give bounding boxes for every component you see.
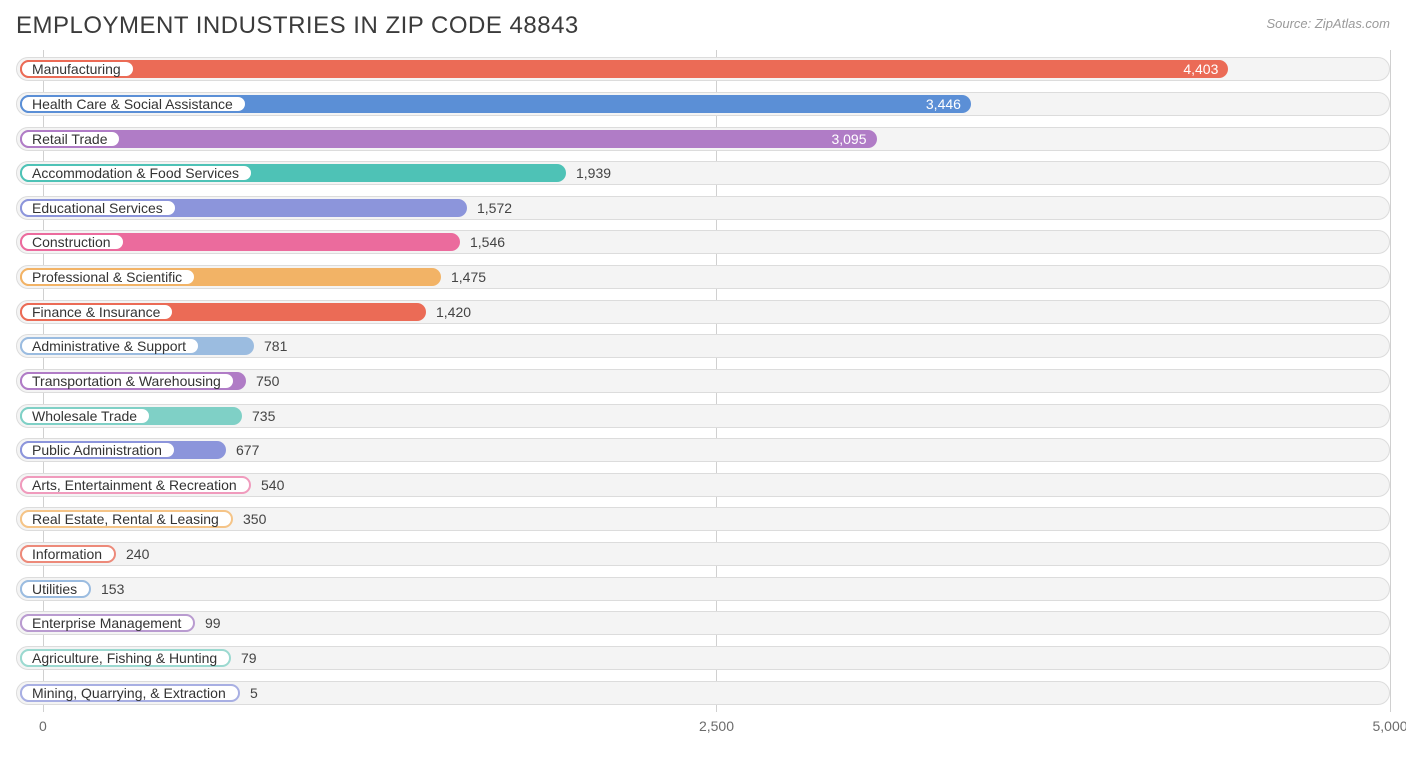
bar-track: 3,095 Retail Trade [16,127,1390,151]
bar-track: Educational Services 1,572 [16,196,1390,220]
bar-row: Wholesale Trade 735 [16,401,1390,431]
bar-value: 540 [261,477,284,493]
bar-value: 240 [126,546,149,562]
bar-track: Transportation & Warehousing 750 [16,369,1390,393]
bar-row: 3,095 Retail Trade [16,124,1390,154]
bar-row: Accommodation & Food Services 1,939 [16,158,1390,188]
bar-row: Professional & Scientific 1,475 [16,262,1390,292]
bar-row: Transportation & Warehousing 750 [16,366,1390,396]
bar-row: Arts, Entertainment & Recreation 540 [16,470,1390,500]
source-prefix: Source: [1266,16,1314,31]
bar-category-label: Finance & Insurance [20,303,174,321]
chart-container: EMPLOYMENT INDUSTRIES IN ZIP CODE 48843 … [0,0,1406,776]
bar-category-label: Administrative & Support [20,337,200,355]
bar-track: Accommodation & Food Services 1,939 [16,161,1390,185]
bar-track: Real Estate, Rental & Leasing 350 [16,507,1390,531]
bar-category-label: Retail Trade [20,130,121,148]
bar-category-label: Manufacturing [20,60,135,78]
bar-category-label: Health Care & Social Assistance [20,95,247,113]
bar-track: Agriculture, Fishing & Hunting 79 [16,646,1390,670]
bar-track: Construction 1,546 [16,230,1390,254]
bar-category-label: Wholesale Trade [20,407,151,425]
chart-title: EMPLOYMENT INDUSTRIES IN ZIP CODE 48843 [16,12,579,40]
bar-row: Public Administration 677 [16,435,1390,465]
gridline [1390,50,1391,712]
bar-category-label: Real Estate, Rental & Leasing [20,510,233,528]
bar-row: 3,446 Health Care & Social Assistance [16,89,1390,119]
bar-track: Utilities 153 [16,577,1390,601]
bar-fill: 3,095 [20,130,877,148]
bar-value: 5 [250,685,258,701]
bar-row: Utilities 153 [16,574,1390,604]
bar-row: Enterprise Management 99 [16,608,1390,638]
bar-row: Real Estate, Rental & Leasing 350 [16,504,1390,534]
bar-value: 153 [101,581,124,597]
bar-value: 750 [256,373,279,389]
bar-category-label: Public Administration [20,441,176,459]
bar-track: 4,403 Manufacturing [16,57,1390,81]
bar-track: Enterprise Management 99 [16,611,1390,635]
bar-track: Finance & Insurance 1,420 [16,300,1390,324]
bar-category-label: Educational Services [20,199,177,217]
bar-value: 1,546 [470,234,505,250]
bar-category-label: Professional & Scientific [20,268,196,286]
source-name: ZipAtlas.com [1315,16,1390,31]
bar-category-label: Information [20,545,116,563]
bar-row: Mining, Quarrying, & Extraction 5 [16,678,1390,708]
bar-row: Finance & Insurance 1,420 [16,297,1390,327]
bar-row: Construction 1,546 [16,227,1390,257]
bar-value: 677 [236,442,259,458]
chart-area: 4,403 Manufacturing 3,446 Health Care & Soc… [16,50,1390,740]
bar-track: Wholesale Trade 735 [16,404,1390,428]
bar-value: 1,572 [477,200,512,216]
x-axis: 02,5005,000 [16,712,1390,740]
x-tick-label: 2,500 [699,718,734,734]
bar-value: 1,420 [436,304,471,320]
bar-value: 350 [243,511,266,527]
bar-track: Information 240 [16,542,1390,566]
bar-value: 3,446 [926,96,961,112]
source-attribution: Source: ZipAtlas.com [1266,16,1390,31]
bar-value: 781 [264,338,287,354]
bar-row: Agriculture, Fishing & Hunting 79 [16,643,1390,673]
bar-row: 4,403 Manufacturing [16,54,1390,84]
x-tick-label: 5,000 [1372,718,1406,734]
bars-region: 4,403 Manufacturing 3,446 Health Care & Soc… [16,50,1390,712]
bar-value: 1,475 [451,269,486,285]
bar-row: Educational Services 1,572 [16,193,1390,223]
bar-value: 1,939 [576,165,611,181]
bar-track: Public Administration 677 [16,438,1390,462]
bar-value: 3,095 [831,131,866,147]
bar-category-label: Agriculture, Fishing & Hunting [20,649,231,667]
x-tick-label: 0 [39,718,47,734]
bar-value: 99 [205,615,221,631]
chart-header: EMPLOYMENT INDUSTRIES IN ZIP CODE 48843 … [16,12,1390,40]
bar-value: 735 [252,408,275,424]
bar-track: Administrative & Support 781 [16,334,1390,358]
bar-track: Mining, Quarrying, & Extraction 5 [16,681,1390,705]
bar-track: 3,446 Health Care & Social Assistance [16,92,1390,116]
bar-category-label: Accommodation & Food Services [20,164,253,182]
bar-category-label: Utilities [20,580,91,598]
bar-value: 4,403 [1183,61,1218,77]
bar-category-label: Arts, Entertainment & Recreation [20,476,251,494]
bar-category-label: Transportation & Warehousing [20,372,235,390]
bar-track: Arts, Entertainment & Recreation 540 [16,473,1390,497]
bar-category-label: Enterprise Management [20,614,195,632]
bar-track: Professional & Scientific 1,475 [16,265,1390,289]
bar-row: Information 240 [16,539,1390,569]
bar-category-label: Mining, Quarrying, & Extraction [20,684,240,702]
bar-fill: 4,403 [20,60,1228,78]
bar-row: Administrative & Support 781 [16,331,1390,361]
bar-category-label: Construction [20,233,125,251]
bar-value: 79 [241,650,257,666]
